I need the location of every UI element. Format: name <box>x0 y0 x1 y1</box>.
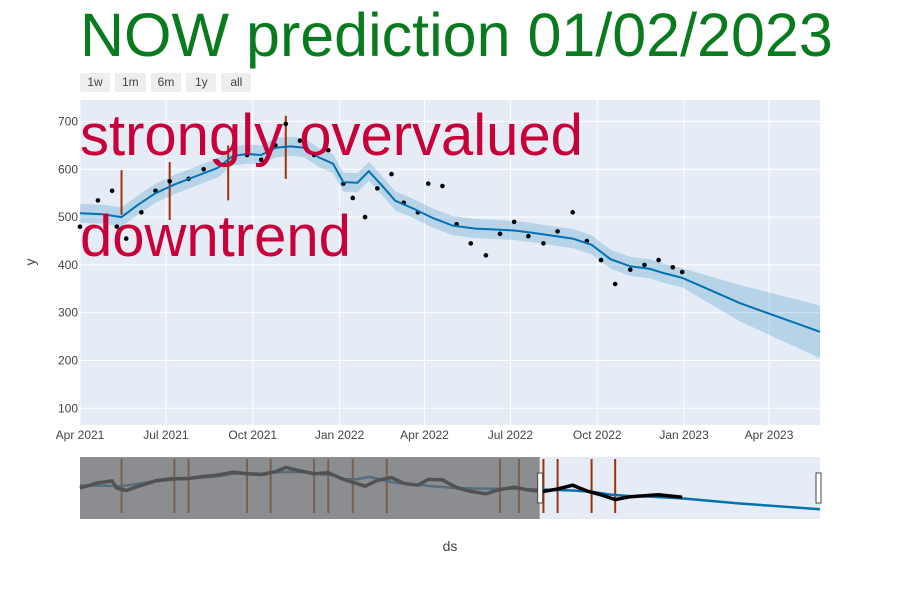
actual-point <box>389 171 394 177</box>
actual-point <box>670 264 676 270</box>
y-tick-label: 600 <box>58 162 78 176</box>
range-button-1w[interactable]: 1w <box>80 73 110 92</box>
y-tick-label: 300 <box>58 306 78 320</box>
range-button-all[interactable]: all <box>221 73 252 92</box>
actual-point <box>656 257 661 263</box>
x-tick-label: Jan 2022 <box>315 428 365 442</box>
range-button-1m[interactable]: 1m <box>115 73 146 92</box>
x-tick-label: Jan 2023 <box>659 428 709 442</box>
range-slider-right-handle[interactable] <box>815 472 822 504</box>
x-tick-labels: Apr 2021 Jul 2021 Oct 2021 Jan 2022 Apr 2022… <box>56 428 794 442</box>
y-tick-label: 100 <box>58 401 78 415</box>
x-tick-label: Apr 2023 <box>745 428 794 442</box>
actual-point <box>350 195 356 201</box>
annotation-trend: downtrend <box>80 204 351 269</box>
actual-point <box>95 198 101 203</box>
range-slider[interactable] <box>79 457 822 519</box>
y-tick-label: 400 <box>58 258 78 272</box>
actual-point <box>642 262 647 268</box>
actual-point <box>570 210 576 215</box>
actual-point <box>362 214 368 220</box>
actual-point <box>215 159 221 165</box>
y-tick-label: 700 <box>58 115 78 129</box>
actual-point <box>468 241 474 246</box>
actual-point <box>77 224 83 229</box>
actual-point <box>230 145 236 151</box>
y-axis-label: y <box>22 259 38 266</box>
actual-point <box>283 121 289 127</box>
actual-point <box>440 183 445 189</box>
range-button-1y[interactable]: 1y <box>186 73 217 92</box>
range-button-6m[interactable]: 6m <box>150 73 182 92</box>
actual-point <box>201 167 206 172</box>
x-tick-label: Jul 2021 <box>143 428 189 442</box>
actual-point <box>273 143 278 148</box>
x-axis-label: ds <box>443 538 458 554</box>
actual-point <box>541 241 546 246</box>
forecast-line <box>79 145 821 333</box>
x-tick-label: Jul 2022 <box>488 428 534 442</box>
actual-point <box>375 186 380 191</box>
annotation-valuation: strongly overvalued <box>80 103 583 168</box>
actual-point <box>167 178 172 184</box>
y-tick-label: 500 <box>58 210 78 224</box>
actual-points <box>77 121 685 287</box>
actual-point <box>425 181 431 186</box>
actual-point <box>109 188 115 194</box>
actual-point <box>511 219 517 225</box>
actual-point <box>139 210 144 215</box>
y-tick-labels: 100 200 300 400 500 600 700 <box>58 115 78 416</box>
actual-point <box>627 267 633 272</box>
gridlines <box>79 100 820 425</box>
y-tick-label: 200 <box>58 353 78 367</box>
actual-point <box>555 229 560 234</box>
x-tick-label: Apr 2021 <box>56 428 105 442</box>
range-slider-mask <box>80 457 540 519</box>
x-tick-label: Oct 2021 <box>228 428 277 442</box>
actual-point <box>497 231 503 237</box>
actual-point <box>325 147 331 153</box>
x-tick-label: Apr 2022 <box>400 428 449 442</box>
actual-point <box>123 236 129 241</box>
actual-point <box>114 224 120 229</box>
x-tick-label: Oct 2022 <box>573 428 622 442</box>
actual-point <box>483 253 489 258</box>
actual-point <box>598 257 604 263</box>
range-slider-left-handle[interactable] <box>537 472 544 504</box>
chart-title: NOW prediction 01/02/2023 <box>80 1 833 69</box>
plot-area[interactable] <box>80 100 820 425</box>
actual-point <box>679 269 685 275</box>
actual-point <box>612 281 618 287</box>
actual-point <box>297 138 303 143</box>
actual-point <box>526 233 531 239</box>
range-selector: 1w 1m 6m 1y all <box>80 73 252 92</box>
actual-point <box>258 157 264 163</box>
